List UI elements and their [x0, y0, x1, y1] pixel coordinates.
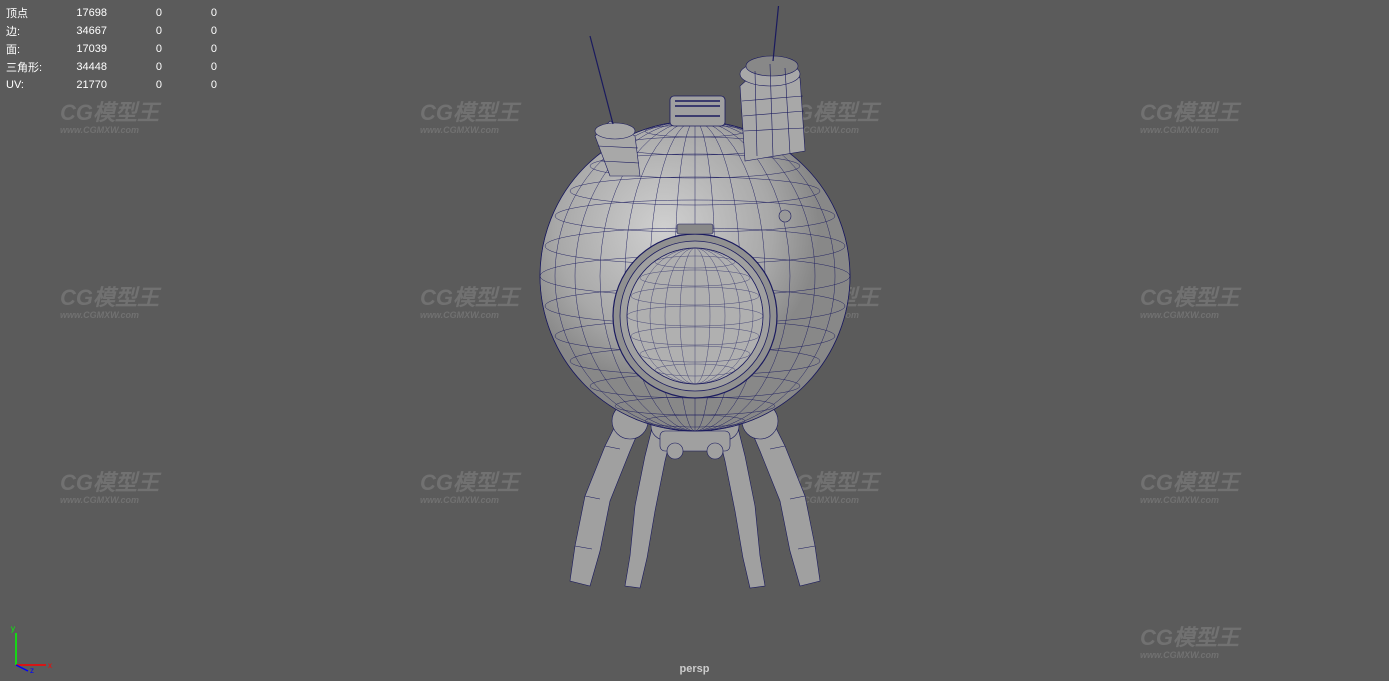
watermark: CG模型王www.CGMXW.com [60, 280, 159, 320]
stats-value: 0 [107, 61, 162, 73]
watermark: CG模型王www.CGMXW.com [1140, 95, 1239, 135]
watermark: CG模型王www.CGMXW.com [1140, 280, 1239, 320]
stats-value: 0 [162, 43, 217, 55]
stats-value: 0 [162, 79, 217, 91]
stats-value: 0 [107, 25, 162, 37]
wireframe-model[interactable] [445, 6, 945, 606]
watermark: CG模型王www.CGMXW.com [60, 95, 159, 135]
stats-value: 0 [162, 25, 217, 37]
watermark: CG模型王www.CGMXW.com [60, 465, 159, 505]
watermark: CG模型王www.CGMXW.com [1140, 620, 1239, 660]
stats-row-faces: 面: 17039 0 0 [6, 40, 217, 58]
stats-value: 0 [107, 7, 162, 19]
stats-value: 0 [162, 61, 217, 73]
stats-value: 0 [162, 7, 217, 19]
stats-label: 面: [6, 41, 52, 57]
axis-z-label: z [30, 666, 34, 673]
stats-row-edges: 边: 34667 0 0 [6, 22, 217, 40]
model-svg [445, 6, 945, 606]
heads-up-display-stats: 顶点 17698 0 0 边: 34667 0 0 面: 17039 0 0 三… [0, 0, 223, 98]
stats-value: 34667 [52, 25, 107, 37]
watermark: CG模型王www.CGMXW.com [1140, 465, 1239, 505]
stats-value: 21770 [52, 79, 107, 91]
view-axis-indicator[interactable]: y x z [8, 623, 58, 673]
viewport[interactable]: 顶点 17698 0 0 边: 34667 0 0 面: 17039 0 0 三… [0, 0, 1389, 681]
stats-label: 三角形: [6, 59, 52, 75]
stats-label: 边: [6, 23, 52, 39]
stats-value: 17698 [52, 7, 107, 19]
axis-y-label: y [11, 624, 15, 633]
stats-row-uvs: UV: 21770 0 0 [6, 76, 217, 94]
stats-value: 0 [107, 79, 162, 91]
stats-row-tris: 三角形: 34448 0 0 [6, 58, 217, 76]
stats-label: 顶点 [6, 5, 52, 21]
camera-name-label: persp [680, 663, 710, 675]
axis-x-label: x [48, 661, 52, 670]
stats-value: 17039 [52, 43, 107, 55]
stats-label: UV: [6, 79, 52, 91]
stats-value: 34448 [52, 61, 107, 73]
stats-row-vertices: 顶点 17698 0 0 [6, 4, 217, 22]
stats-value: 0 [107, 43, 162, 55]
